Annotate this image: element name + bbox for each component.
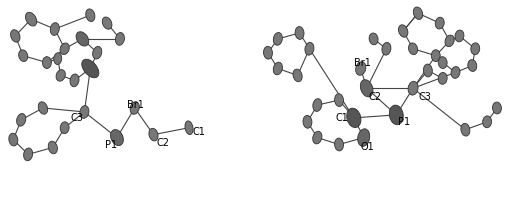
Ellipse shape (50, 23, 59, 35)
Text: C1: C1 (193, 127, 206, 137)
Ellipse shape (70, 74, 79, 87)
Ellipse shape (11, 30, 20, 42)
Ellipse shape (82, 59, 99, 78)
Ellipse shape (38, 102, 48, 114)
Ellipse shape (303, 115, 312, 128)
Ellipse shape (398, 25, 408, 37)
Text: P1: P1 (105, 140, 117, 150)
Text: C2: C2 (369, 92, 381, 102)
Text: C1: C1 (335, 113, 348, 123)
Ellipse shape (382, 42, 391, 55)
Ellipse shape (263, 46, 272, 59)
Ellipse shape (369, 33, 378, 45)
Ellipse shape (423, 64, 433, 77)
Ellipse shape (347, 108, 361, 128)
Ellipse shape (295, 27, 304, 39)
Ellipse shape (468, 60, 477, 71)
Ellipse shape (115, 33, 124, 45)
Ellipse shape (111, 130, 123, 146)
Ellipse shape (408, 81, 418, 95)
Ellipse shape (451, 67, 460, 78)
Ellipse shape (273, 33, 282, 45)
Text: Br1: Br1 (127, 100, 144, 110)
Ellipse shape (438, 73, 447, 84)
Text: C2: C2 (156, 138, 169, 147)
Ellipse shape (76, 32, 89, 46)
Ellipse shape (445, 35, 454, 47)
Ellipse shape (54, 53, 62, 65)
Text: O1: O1 (361, 143, 375, 152)
Ellipse shape (335, 138, 344, 151)
Ellipse shape (356, 62, 366, 75)
Ellipse shape (185, 121, 193, 135)
Ellipse shape (149, 128, 158, 141)
Ellipse shape (471, 43, 480, 55)
Ellipse shape (16, 114, 26, 126)
Ellipse shape (360, 80, 373, 97)
Ellipse shape (273, 62, 282, 75)
Ellipse shape (313, 99, 322, 111)
Text: Br1: Br1 (354, 58, 371, 68)
Ellipse shape (461, 123, 470, 136)
Ellipse shape (305, 42, 314, 55)
Ellipse shape (80, 106, 89, 118)
Ellipse shape (130, 102, 139, 114)
Ellipse shape (60, 43, 69, 55)
Ellipse shape (102, 17, 112, 29)
Ellipse shape (413, 7, 423, 19)
Ellipse shape (493, 102, 502, 114)
Ellipse shape (60, 122, 69, 134)
Text: P1: P1 (398, 117, 410, 127)
Ellipse shape (293, 69, 302, 82)
Ellipse shape (23, 148, 32, 161)
Ellipse shape (409, 43, 418, 55)
Ellipse shape (335, 94, 344, 107)
Ellipse shape (483, 116, 492, 128)
Text: C3: C3 (418, 92, 431, 102)
Ellipse shape (358, 129, 370, 146)
Ellipse shape (48, 141, 57, 154)
Ellipse shape (9, 133, 18, 146)
Ellipse shape (26, 12, 37, 26)
Ellipse shape (313, 131, 322, 144)
Ellipse shape (86, 9, 95, 22)
Ellipse shape (431, 50, 440, 62)
Ellipse shape (43, 57, 51, 68)
Ellipse shape (438, 57, 447, 68)
Ellipse shape (56, 70, 65, 81)
Ellipse shape (389, 105, 403, 125)
Ellipse shape (455, 30, 464, 42)
Ellipse shape (435, 17, 444, 29)
Text: C3: C3 (71, 113, 84, 123)
Ellipse shape (93, 46, 102, 59)
Ellipse shape (19, 50, 28, 61)
